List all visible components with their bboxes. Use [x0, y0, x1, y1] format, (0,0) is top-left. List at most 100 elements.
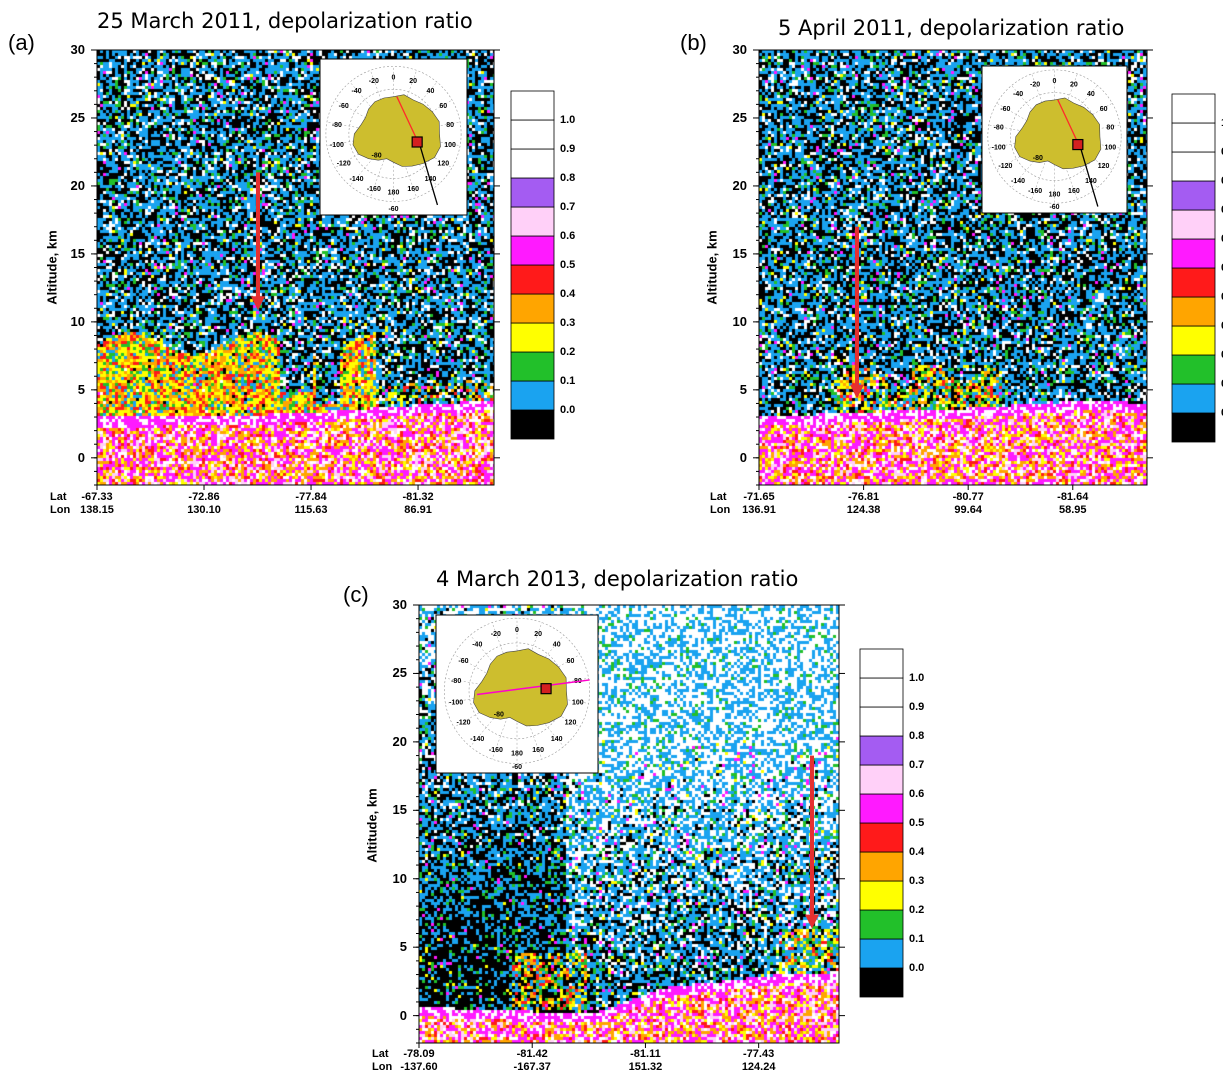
colorbar-cell	[510, 119, 555, 150]
y-tick-label: 25	[70, 109, 85, 125]
colorbar-cell	[1171, 180, 1216, 211]
colorbar-label: 0.8	[560, 172, 576, 184]
x-tick-label: -77.84 115.63	[281, 491, 341, 517]
y-tick-label: 5	[739, 381, 747, 397]
colorbar-cell	[510, 235, 555, 266]
colorbar-label: 0.2	[909, 904, 925, 916]
lat-value: -77.43	[743, 1048, 775, 1060]
colorbar-label: 1.0	[560, 114, 576, 126]
y-tick-label: 25	[392, 665, 407, 681]
colorbar-cell	[1171, 93, 1216, 124]
lat-value: -81.11	[630, 1048, 661, 1060]
lon-value: 58.95	[1059, 504, 1087, 516]
panel-letter: (a)	[8, 30, 35, 55]
colorbar-label: 0.6	[909, 788, 925, 800]
lon-value: 86.91	[404, 504, 432, 516]
panel-letter: (c)	[343, 582, 369, 607]
lat-value: -76.81	[847, 491, 880, 503]
panel-title: 5 April 2011, depolarization ratio	[778, 16, 1125, 40]
lon-value: 138.15	[80, 504, 114, 516]
colorbar-cell	[510, 206, 555, 237]
y-axis-label: Altitude, km	[44, 230, 60, 305]
y-tick-label: 5	[77, 381, 85, 397]
colorbar-cell	[1171, 296, 1216, 327]
colorbar-label: 0.3	[560, 317, 576, 329]
y-tick-label: 15	[392, 802, 407, 818]
lat-row-label: Lat	[372, 1048, 389, 1060]
colorbar-label: 0.2	[1221, 349, 1223, 361]
colorbar-cell	[510, 90, 555, 121]
colorbar-cell	[510, 177, 555, 208]
colorbar-label: 0.0	[560, 404, 576, 416]
colorbar-label: 0.8	[1221, 175, 1223, 187]
panel-title: 25 March 2011, depolarization ratio	[97, 9, 473, 33]
y-tick-label: 15	[732, 245, 747, 261]
y-tick-label: 15	[70, 245, 85, 261]
colorbar-cell	[1171, 151, 1216, 182]
lat-value: -72.86	[188, 491, 220, 503]
lon-row-label: Lon	[50, 504, 71, 516]
colorbar-label: 0.3	[909, 875, 925, 887]
x-tick-label: -81.64 58.95	[1043, 491, 1103, 517]
lon-value: 124.24	[741, 1061, 776, 1073]
colorbar-label: 0.3	[1221, 320, 1223, 332]
colorbar-cell	[1171, 267, 1216, 298]
colorbar-label: 0.7	[1221, 204, 1223, 216]
colorbar-label: 1.0	[909, 672, 925, 684]
colorbar-cell	[1171, 122, 1216, 153]
panel-title: 4 March 2013, depolarization ratio	[436, 567, 799, 591]
lon-value: 130.10	[187, 504, 221, 516]
colorbar-label: 0.4	[560, 288, 576, 300]
colorbar-label: 0.9	[560, 143, 576, 155]
colorbar-label: 0.7	[560, 201, 576, 213]
colorbar-cell	[1171, 209, 1216, 240]
lat-value: -77.84	[295, 491, 327, 503]
lat-value: -67.33	[81, 491, 113, 503]
lat-value: -78.09	[403, 1048, 435, 1060]
colorbar-label: 0.4	[909, 846, 925, 858]
x-tick-label: -80.77 99.64	[938, 491, 998, 517]
colorbar-cell	[1171, 325, 1216, 356]
y-tick-label: 10	[732, 313, 747, 329]
colorbar-label: 0.8	[909, 730, 925, 742]
lon-value: 151.32	[628, 1061, 663, 1073]
colorbar-label: 0.9	[1221, 146, 1223, 158]
y-tick-label: 0	[399, 1007, 407, 1023]
lat-value: -81.32	[402, 491, 434, 503]
colorbar-cell	[510, 380, 555, 411]
colorbar-cell	[1171, 412, 1216, 443]
lon-value: -167.37	[513, 1061, 551, 1073]
lat-value: -71.65	[743, 491, 775, 503]
depolarization-heatmap	[419, 605, 839, 1043]
x-tick-label: -71.65 136.91	[729, 491, 789, 517]
colorbar-cell	[859, 909, 904, 940]
colorbar-label: 0.9	[909, 701, 925, 713]
colorbar-cell	[510, 148, 555, 179]
colorbar-label: 0.1	[560, 375, 576, 387]
y-axis-label: Altitude, km	[704, 230, 720, 305]
lat-value: -81.42	[516, 1048, 548, 1060]
y-tick-label: 10	[392, 870, 407, 886]
y-tick-label: 30	[732, 42, 747, 57]
colorbar-cell	[859, 677, 904, 708]
y-tick-label: 5	[399, 939, 407, 955]
y-tick-label: 20	[392, 733, 407, 749]
colorbar-cell	[510, 409, 555, 440]
colorbar-cell	[510, 293, 555, 324]
colorbar-cell	[859, 735, 904, 766]
colorbar-cell	[859, 851, 904, 882]
y-tick-label: 0	[77, 449, 85, 465]
colorbar-cell	[859, 648, 904, 679]
colorbar-label: 0.4	[1221, 291, 1223, 303]
lat-row-label: Lat	[710, 491, 727, 503]
y-tick-label: 20	[732, 177, 747, 193]
colorbar-label: 0.5	[560, 259, 576, 271]
colorbar-label: 1.0	[1221, 117, 1223, 129]
y-tick-label: 0	[739, 449, 747, 465]
lon-row-label: Lon	[372, 1061, 393, 1073]
y-tick-label: 25	[732, 109, 747, 125]
colorbar-cell	[859, 822, 904, 853]
x-tick-label: -67.33 138.15	[67, 491, 127, 517]
colorbar-label: 0.2	[560, 346, 576, 358]
x-tick-label: -81.11 151.32	[615, 1048, 675, 1074]
